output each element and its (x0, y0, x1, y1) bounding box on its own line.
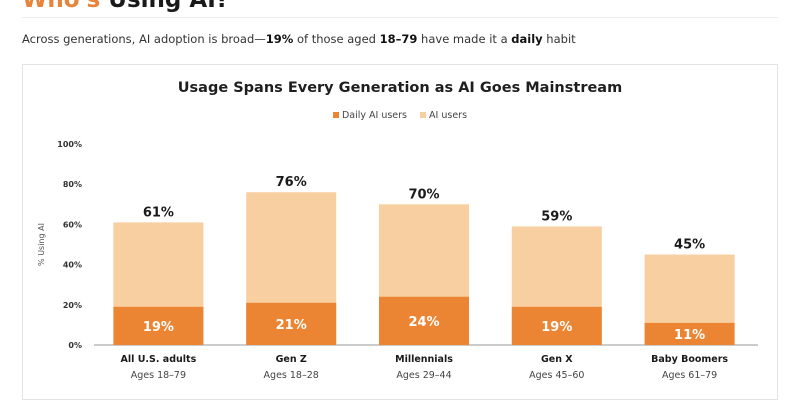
legend-item-ai-users: AI users (420, 110, 467, 121)
data-label-ai-users: 59% (541, 209, 572, 224)
intro-prefix: Across generations, AI adoption is broad… (22, 32, 266, 46)
intro-middle2: have made it a (417, 32, 512, 46)
y-tick-label: 80% (63, 180, 82, 189)
x-category-label: Gen X (541, 354, 573, 365)
bar-daily (379, 296, 469, 345)
intro-highlight-pct: 19% (265, 32, 294, 46)
data-label-ai-users: 61% (143, 205, 174, 220)
data-label-daily: 19% (541, 320, 572, 335)
y-axis-label: % Using AI (37, 223, 46, 266)
y-tick-label: 60% (63, 220, 82, 229)
page-heading-rest: Using AI? (108, 0, 230, 13)
bar-daily (246, 302, 337, 345)
data-label-ai-users: 45% (674, 238, 705, 253)
data-label-ai-users: 76% (276, 175, 307, 190)
y-tick-label: 40% (63, 261, 82, 270)
bar-daily (511, 306, 602, 345)
data-label-daily: 21% (276, 318, 307, 333)
page-heading-accent: Who's (22, 0, 101, 13)
legend-label-ai-users: AI users (429, 110, 468, 121)
legend-item-daily: Daily AI users (332, 110, 408, 121)
x-category-sublabel: Ages 29–44 (396, 370, 451, 381)
y-tick-label: 20% (63, 301, 82, 310)
data-label-ai-users: 70% (408, 187, 439, 202)
x-category-label: Millennials (395, 354, 453, 365)
x-category-sublabel: Ages 61–79 (662, 370, 717, 381)
legend-label-daily: Daily AI users (341, 110, 408, 121)
x-category-sublabel: Ages 18–79 (131, 370, 186, 381)
chart-title: Usage Spans Every Generation as AI Goes … (177, 80, 623, 96)
x-category-label: Baby Boomers (651, 354, 728, 365)
intro-text: Across generations, AI adoption is broad… (22, 32, 576, 46)
legend-swatch-daily (332, 112, 339, 118)
x-category-sublabel: Ages 18–28 (264, 370, 319, 381)
y-tick-label: 100% (57, 140, 82, 149)
data-label-daily: 11% (674, 328, 705, 343)
chart-legend: Daily AI users AI users (0, 110, 800, 121)
x-category-sublabel: Ages 45–60 (529, 370, 584, 381)
intro-highlight-daily: daily (511, 32, 543, 46)
intro-middle: of those aged (293, 32, 380, 46)
x-category-label: Gen Z (276, 354, 307, 365)
bar-daily (113, 306, 204, 345)
legend-swatch-ai-users (420, 112, 427, 118)
intro-highlight-ages: 18–79 (379, 32, 418, 46)
y-tick-label: 0% (68, 341, 82, 350)
heading-divider (22, 17, 778, 18)
bar-daily (644, 322, 735, 345)
x-category-label: All U.S. adults (121, 354, 197, 365)
intro-suffix: habit (542, 32, 576, 46)
data-label-daily: 19% (143, 320, 174, 335)
page-heading: Who's Using AI? (22, 0, 229, 14)
data-label-daily: 24% (408, 315, 439, 330)
